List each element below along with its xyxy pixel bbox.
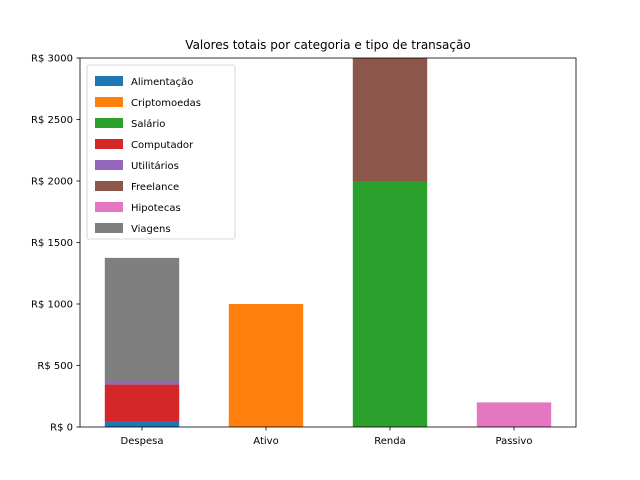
bar-viagens-despesa bbox=[104, 257, 180, 382]
y-tick-label: R$ 1500 bbox=[31, 238, 73, 249]
legend-swatch-hipotecas bbox=[95, 202, 123, 212]
legend-swatch-utilitarios bbox=[95, 160, 123, 170]
y-tick-label: R$ 0 bbox=[50, 423, 73, 434]
legend-swatch-criptomoedas bbox=[95, 97, 123, 107]
y-tick-label: R$ 2500 bbox=[31, 115, 73, 126]
bar-salario-renda bbox=[352, 181, 428, 427]
y-tick-label: R$ 1000 bbox=[31, 300, 73, 311]
y-tick-label: R$ 500 bbox=[37, 361, 73, 372]
legend-box bbox=[86, 64, 236, 240]
legend-swatch-freelance bbox=[95, 181, 123, 191]
legend-label-hipotecas: Hipotecas bbox=[131, 203, 181, 214]
x-tick-label-despesa: Despesa bbox=[121, 436, 164, 447]
chart-title: Valores totais por categoria e tipo de t… bbox=[185, 38, 470, 52]
x-tick-label-passivo: Passivo bbox=[496, 436, 533, 447]
x-tick-label-ativo: Ativo bbox=[253, 436, 278, 447]
plot-area: R$ 0 R$ 500 R$ 1000 R$ 1500 R$ 2000 R$ 2500 R$… bbox=[31, 54, 577, 447]
y-tick-label: R$ 3000 bbox=[31, 54, 73, 65]
bar-alimentacao-despesa bbox=[104, 421, 180, 427]
legend-label-utilitarios: Utilitários bbox=[131, 160, 179, 172]
legend-label-salario: Salário bbox=[131, 118, 165, 130]
x-tick-label-renda: Renda bbox=[374, 436, 405, 447]
bar-criptomoedas-ativo bbox=[228, 304, 304, 427]
legend: Alimentação Criptomoedas Salário Computador… bbox=[86, 64, 236, 240]
bar-hipotecas-passivo bbox=[476, 402, 552, 427]
legend-swatch-viagens bbox=[95, 223, 123, 233]
legend-swatch-computador bbox=[95, 139, 123, 149]
legend-label-computador: Computador bbox=[131, 140, 194, 151]
legend-label-viagens: Viagens bbox=[131, 224, 171, 235]
bar-freelance-renda bbox=[352, 58, 428, 181]
y-tick-label: R$ 2000 bbox=[31, 177, 73, 188]
legend-label-alimentacao: Alimentação bbox=[131, 77, 193, 88]
legend-label-freelance: Freelance bbox=[131, 182, 179, 193]
bar-computador-despesa bbox=[104, 384, 180, 422]
legend-label-criptomoedas: Criptomoedas bbox=[131, 98, 201, 109]
bar-utilitarios-despesa bbox=[104, 381, 180, 385]
legend-swatch-salario bbox=[95, 118, 123, 128]
legend-swatch-alimentacao bbox=[95, 76, 123, 86]
